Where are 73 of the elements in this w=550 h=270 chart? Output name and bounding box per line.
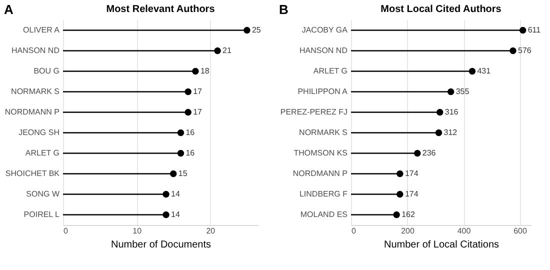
y-tick-label: JEONG SH: [18, 128, 60, 137]
x-axis-title: Number of Documents: [110, 240, 212, 250]
y-tick-label: BOU G: [34, 66, 60, 76]
data-label: 312: [444, 128, 458, 137]
point: [414, 150, 421, 157]
data-label: 236: [422, 148, 436, 158]
data-label: 16: [186, 128, 196, 137]
point: [447, 88, 454, 96]
point: [162, 211, 170, 218]
data-label: 16: [186, 148, 196, 158]
y-tick-label: HANSON ND: [11, 46, 60, 55]
chart-title: Most Local Cited Authors: [380, 4, 502, 15]
point: [396, 190, 404, 198]
data-label: 162: [402, 210, 416, 219]
point: [177, 129, 184, 136]
data-label: 174: [404, 189, 419, 198]
y-tick-label: THOMSON KS: [294, 148, 348, 158]
data-label: 431: [477, 66, 492, 76]
y-tick-label: HANSON ND: [299, 46, 348, 55]
data-label: 15: [178, 168, 188, 178]
data-label: 576: [518, 46, 532, 55]
data-label: 14: [171, 189, 180, 198]
x-tick-label: 0: [64, 226, 68, 236]
point: [192, 68, 199, 75]
data-label: 611: [528, 25, 542, 34]
point: [214, 47, 221, 54]
point: [393, 211, 400, 218]
y-tick-label: LINDBERG F: [299, 189, 348, 198]
data-label: 17: [193, 86, 203, 96]
y-tick-label: NORDMANN P: [292, 168, 348, 178]
point: [519, 26, 526, 34]
chart-title: Most Relevant Authors: [106, 4, 216, 15]
data-label: 174: [404, 168, 419, 178]
y-tick-label: OLIVER A: [23, 25, 60, 34]
data-label: 14: [171, 210, 180, 219]
x-axis-title: Number of Local Citations: [384, 240, 500, 250]
point: [435, 129, 442, 136]
data-label: 21: [222, 46, 232, 55]
y-tick-label: NORMARK S: [299, 128, 348, 137]
x-tick-label: 20: [206, 226, 216, 236]
y-tick-label: NORMARK S: [11, 86, 60, 96]
x-tick-label: 200: [401, 226, 415, 236]
x-tick-label: 600: [514, 226, 528, 236]
point: [184, 108, 192, 116]
text: B: [279, 2, 288, 17]
point: [436, 108, 444, 116]
point: [184, 88, 192, 96]
y-tick-label: SHOICHET BK: [5, 168, 60, 178]
y-tick-label: ARLET G: [313, 66, 348, 76]
point: [162, 190, 170, 198]
y-tick-label: SONG W: [26, 189, 60, 198]
point: [170, 170, 177, 178]
x-tick-label: 400: [457, 226, 472, 236]
y-tick-label: NORDMANN P: [4, 107, 60, 116]
text: A: [4, 2, 14, 17]
data-label: 18: [200, 66, 210, 76]
point: [468, 68, 476, 75]
y-tick-label: PHILIPPON A: [298, 86, 348, 96]
data-label: 316: [444, 107, 459, 116]
y-tick-label: POIREL L: [24, 210, 60, 219]
data-label: 25: [252, 25, 262, 34]
data-label: 17: [193, 107, 203, 116]
y-tick-label: JACOBY GA: [302, 25, 348, 34]
x-tick-label: 10: [132, 226, 142, 236]
point: [396, 170, 404, 178]
point: [177, 150, 184, 157]
data-label: 355: [456, 86, 470, 96]
point: [510, 47, 516, 54]
x-tick-label: 0: [352, 226, 356, 236]
y-tick-label: PEREZ-PEREZ FJ: [280, 107, 348, 116]
y-tick-label: ARLET G: [25, 148, 60, 158]
y-tick-label: MOLAND ES: [300, 210, 348, 219]
point: [244, 26, 250, 34]
